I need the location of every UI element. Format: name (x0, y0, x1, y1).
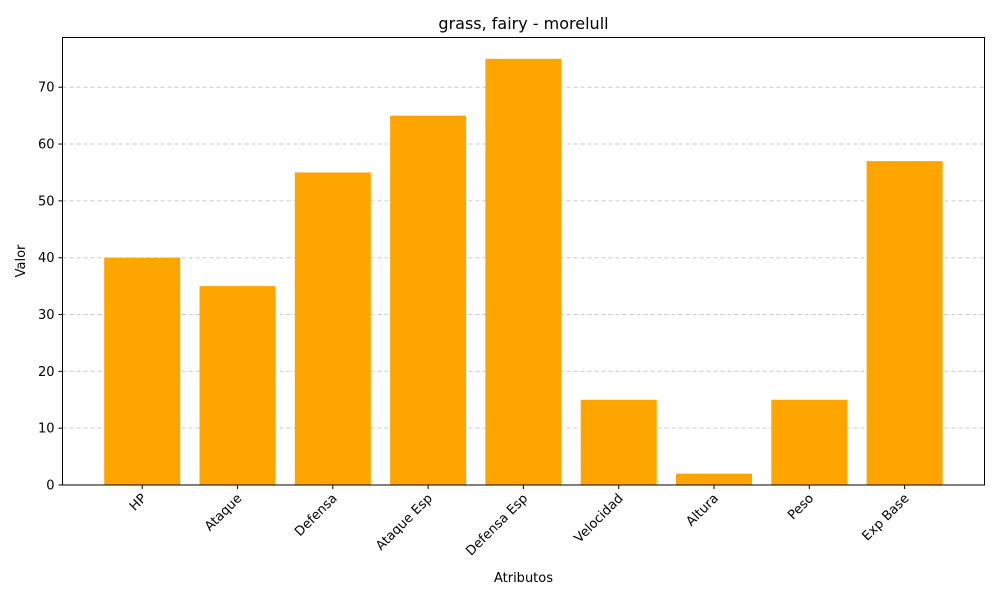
y-tick-label: 10 (38, 422, 55, 437)
bar-peso (771, 399, 848, 485)
chart-title: grass, fairy - morelull (438, 14, 608, 33)
y-axis-ticks: 0 10 20 30 40 50 60 70 (38, 81, 63, 494)
x-tick-label: Velocidad (572, 491, 627, 546)
bar-ataque (199, 286, 276, 485)
x-tick-label: Peso (785, 491, 817, 523)
x-tick-label: Ataque Esp (373, 491, 436, 554)
bar-altura (676, 473, 752, 485)
x-tick-label: Exp Base (859, 491, 912, 544)
bar-defensa-esp (485, 58, 562, 486)
y-tick-label: 30 (38, 308, 55, 323)
bar-velocidad (580, 399, 657, 485)
y-tick-label: 70 (38, 81, 55, 96)
y-tick-label: 50 (38, 194, 55, 209)
y-axis-label: Valor (14, 244, 29, 277)
x-tick-label: Defensa Esp (463, 491, 531, 559)
x-axis-ticks: HP Ataque Defensa Ataque Esp Defensa Esp Velo… (127, 485, 912, 559)
y-tick-label: 60 (38, 138, 55, 153)
x-tick-label: Defensa (292, 491, 340, 539)
y-tick-label: 0 (46, 479, 54, 494)
x-tick-label: HP (127, 491, 150, 514)
bar-ataque-esp (390, 115, 467, 485)
y-tick-label: 40 (38, 251, 55, 266)
x-tick-label: Altura (684, 491, 722, 529)
y-tick-label: 20 (38, 365, 55, 380)
x-tick-label: Ataque (202, 491, 245, 534)
bar-hp (104, 257, 181, 485)
bar-exp-base (866, 161, 943, 485)
bar-defensa (294, 172, 371, 485)
bars (104, 58, 943, 486)
x-axis-label: Atributos (494, 571, 553, 586)
